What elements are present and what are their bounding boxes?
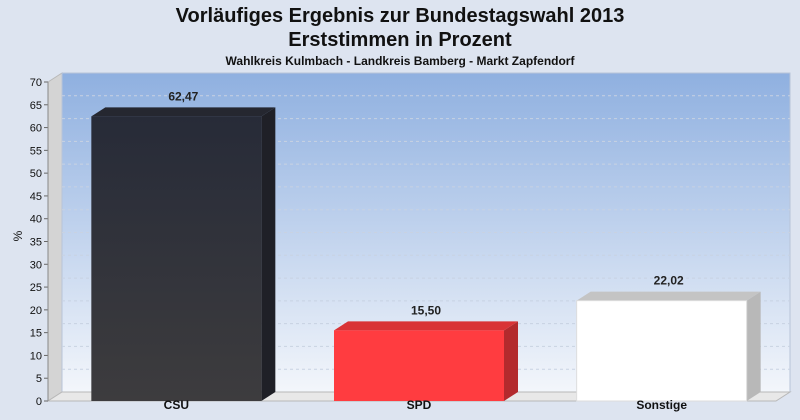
bar-sonstige [576,291,761,402]
chart-subtitle: Wahlkreis Kulmbach - Landkreis Bamberg -… [225,54,575,68]
y-tick-label: 25 [30,282,42,294]
y-tick-label: 45 [30,191,42,203]
y-tick-label: 15 [30,328,42,340]
bar-side-face [504,321,518,401]
bar-spd [334,321,518,401]
chart-title: Vorläufiges Ergebnis zur Bundestagswahl … [175,5,625,27]
y-tick-label: 70 [30,77,42,89]
plot-side-wall [47,72,63,402]
y-tick-label: 35 [30,237,42,249]
data-label: 22,02 [654,274,684,288]
bar-csu [91,107,276,402]
y-tick-label: 40 [30,214,42,226]
y-tick-label: 60 [30,123,42,135]
data-label: 62,47 [168,89,198,103]
bar-top-face [91,107,276,117]
x-tick-label: SPD [407,398,432,412]
bar-front-face [91,116,262,402]
bar-side-face [746,291,761,401]
y-tick-label: 50 [30,168,42,180]
y-tick-label: 10 [30,350,42,362]
x-tick-label: Sonstige [636,398,687,412]
bar-front-face [576,300,748,402]
bar-top-face [334,321,518,331]
bar-top-face [576,291,761,301]
y-tick-label: 20 [30,305,42,317]
chart-title-line2: Erststimmen in Prozent [288,29,512,51]
bar-side-face [261,107,276,402]
y-tick-label: 5 [36,373,42,385]
y-tick-label: 0 [36,396,42,408]
x-tick-label: CSU [164,398,189,412]
y-axis-label: % [11,230,25,241]
data-label: 15,50 [411,303,441,317]
bar-front-face [334,330,504,401]
y-tick-label: 65 [30,100,42,112]
y-tick-label: 30 [30,259,42,271]
y-tick-label: 55 [30,145,42,157]
